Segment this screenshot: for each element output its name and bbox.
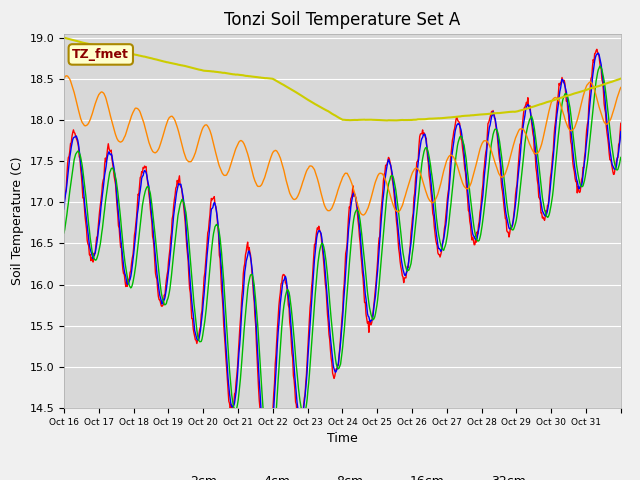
32cm bbox=[383, 118, 390, 123]
16cm bbox=[401, 193, 409, 199]
Title: Tonzi Soil Temperature Set A: Tonzi Soil Temperature Set A bbox=[224, 11, 461, 29]
16cm bbox=[617, 84, 625, 90]
4cm bbox=[228, 404, 236, 409]
2cm bbox=[125, 277, 133, 283]
2cm bbox=[228, 408, 236, 414]
16cm bbox=[433, 195, 440, 201]
8cm bbox=[617, 155, 625, 160]
Line: 32cm: 32cm bbox=[64, 38, 621, 120]
32cm bbox=[432, 116, 440, 121]
2cm bbox=[277, 281, 285, 287]
16cm bbox=[60, 75, 68, 81]
8cm bbox=[432, 207, 440, 213]
2cm bbox=[60, 200, 68, 205]
4cm bbox=[125, 278, 133, 284]
8cm bbox=[125, 283, 133, 288]
2cm bbox=[593, 47, 601, 52]
16cm bbox=[126, 118, 134, 123]
32cm bbox=[60, 35, 68, 41]
4cm bbox=[432, 225, 440, 231]
2cm bbox=[432, 237, 440, 242]
16cm bbox=[277, 157, 285, 163]
4cm bbox=[60, 206, 68, 212]
4cm bbox=[264, 459, 272, 465]
16cm bbox=[256, 183, 264, 189]
Line: 8cm: 8cm bbox=[64, 66, 621, 467]
8cm bbox=[255, 347, 263, 352]
16cm bbox=[228, 156, 236, 162]
X-axis label: Time: Time bbox=[327, 432, 358, 445]
4cm bbox=[277, 294, 285, 300]
32cm bbox=[617, 76, 625, 82]
8cm bbox=[596, 63, 604, 69]
2cm bbox=[617, 120, 625, 126]
Y-axis label: Soil Temperature (C): Soil Temperature (C) bbox=[11, 156, 24, 285]
Line: 4cm: 4cm bbox=[64, 53, 621, 462]
8cm bbox=[401, 258, 408, 264]
8cm bbox=[277, 334, 285, 340]
16cm bbox=[359, 212, 367, 218]
8cm bbox=[266, 464, 274, 470]
2cm bbox=[255, 398, 263, 404]
32cm bbox=[276, 80, 284, 86]
2cm bbox=[401, 275, 408, 281]
32cm bbox=[125, 50, 133, 56]
8cm bbox=[60, 230, 68, 236]
Text: TZ_fmet: TZ_fmet bbox=[72, 48, 129, 61]
32cm bbox=[401, 117, 408, 123]
Legend: 2cm, 4cm, 8cm, 16cm, 32cm: 2cm, 4cm, 8cm, 16cm, 32cm bbox=[154, 470, 531, 480]
32cm bbox=[255, 74, 263, 80]
2cm bbox=[264, 468, 271, 473]
4cm bbox=[617, 129, 625, 134]
Line: 2cm: 2cm bbox=[64, 49, 621, 470]
4cm bbox=[595, 50, 602, 56]
32cm bbox=[228, 71, 236, 77]
8cm bbox=[228, 392, 236, 397]
4cm bbox=[255, 379, 263, 384]
16cm bbox=[62, 73, 70, 79]
4cm bbox=[401, 272, 408, 277]
Line: 16cm: 16cm bbox=[64, 76, 621, 215]
